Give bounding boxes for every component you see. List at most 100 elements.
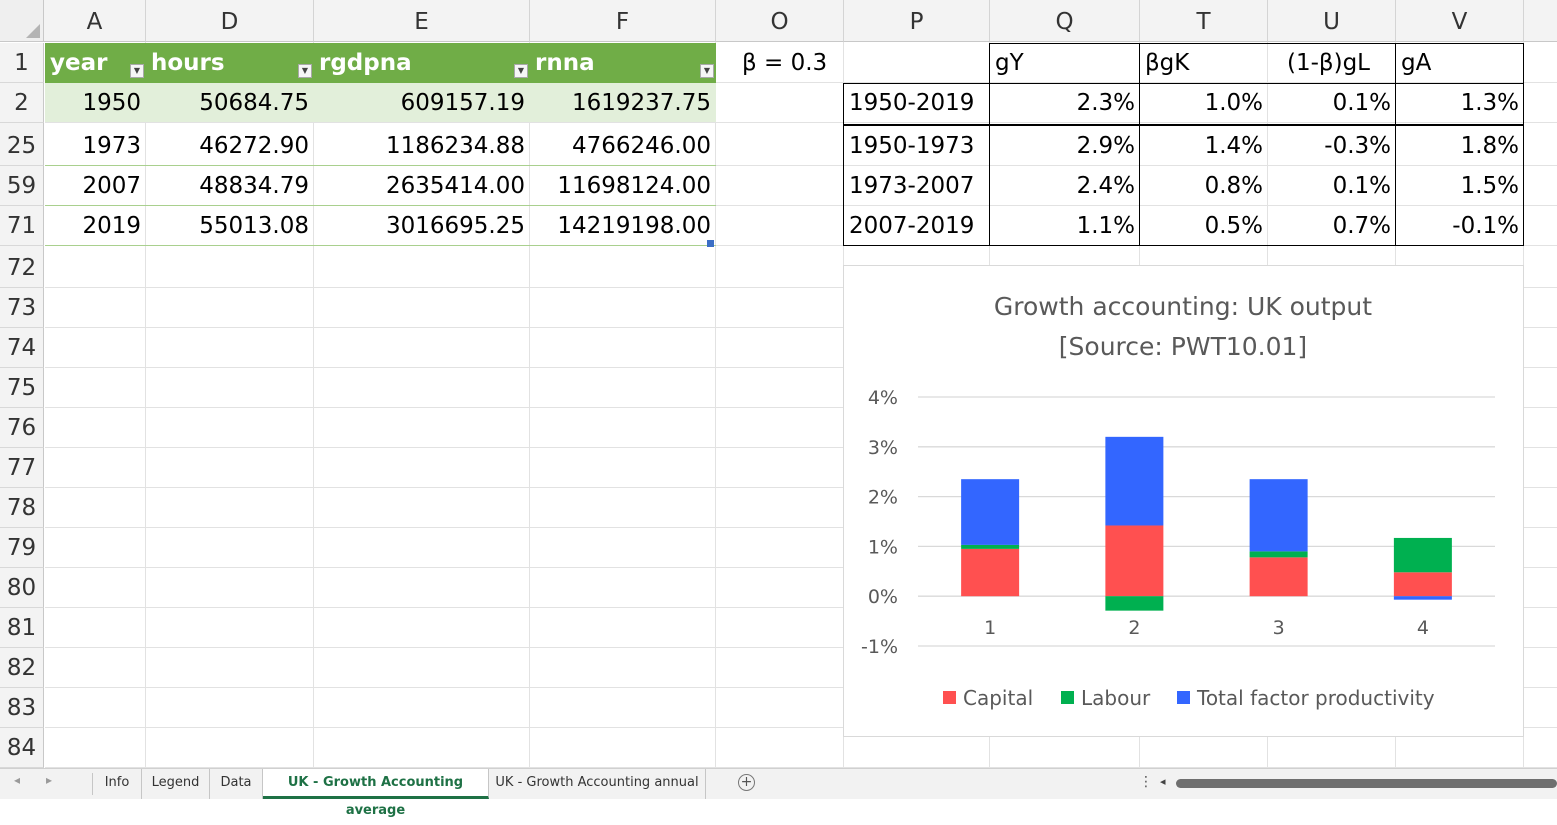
column-header-f[interactable]: F xyxy=(530,0,716,42)
growth-cell[interactable]: 0.1% xyxy=(1332,173,1391,199)
growth-cell[interactable]: 2.9% xyxy=(1076,133,1135,159)
table-cell[interactable]: 2635414.00 xyxy=(385,173,525,199)
filter-dropdown-icon[interactable]: ▼ xyxy=(298,64,312,78)
row-header[interactable]: 82 xyxy=(0,648,44,688)
growth-cell[interactable]: -0.3% xyxy=(1324,133,1391,159)
table-header-year[interactable]: year ▼ xyxy=(45,43,146,83)
table-cell[interactable]: 2007 xyxy=(82,173,141,199)
tab-uk-growth-accounting-average[interactable]: UK - Growth Accounting average xyxy=(263,769,489,818)
add-sheet-icon[interactable]: + xyxy=(738,774,755,791)
chart-bar-segment[interactable] xyxy=(1105,436,1164,526)
chart-bar-segment[interactable] xyxy=(961,544,1020,549)
row-header[interactable]: 83 xyxy=(0,688,44,728)
row-header[interactable]: 72 xyxy=(0,246,44,288)
growth-period[interactable]: 1973-2007 xyxy=(849,173,975,199)
growth-cell[interactable]: 0.7% xyxy=(1332,213,1391,239)
column-header-next[interactable] xyxy=(1524,0,1557,42)
table-cell[interactable]: 1973 xyxy=(82,133,141,159)
row-header[interactable]: 84 xyxy=(0,728,44,768)
growth-cell[interactable]: 2.3% xyxy=(1076,90,1135,116)
growth-cell[interactable]: 0.8% xyxy=(1204,173,1263,199)
beta-label[interactable]: β = 0.3 xyxy=(742,50,828,76)
scroll-left-arrow-icon[interactable]: ◂ xyxy=(1160,775,1166,788)
column-header-o[interactable]: O xyxy=(716,0,844,42)
chart-bar-segment[interactable] xyxy=(961,548,1020,597)
table-cell[interactable]: 1186234.88 xyxy=(385,133,525,159)
tab-info[interactable]: Info xyxy=(93,769,142,799)
growth-period[interactable]: 1950-1973 xyxy=(849,133,975,159)
table-cell[interactable]: 3016695.25 xyxy=(385,213,525,239)
row-header[interactable]: 81 xyxy=(0,608,44,648)
row-header[interactable]: 73 xyxy=(0,288,44,328)
table-cell[interactable]: 4766246.00 xyxy=(571,133,711,159)
row-header[interactable]: 59 xyxy=(0,166,44,206)
table-cell[interactable]: 11698124.00 xyxy=(557,173,711,199)
table-cell[interactable]: 1950 xyxy=(82,90,141,116)
column-header-q[interactable]: Q xyxy=(990,0,1140,42)
filter-dropdown-icon[interactable]: ▼ xyxy=(514,64,528,78)
row-header[interactable]: 2 xyxy=(0,83,44,123)
table-cell[interactable]: 50684.75 xyxy=(199,90,309,116)
growth-cell[interactable]: 1.5% xyxy=(1460,173,1519,199)
growth-header-bgk[interactable]: βgK xyxy=(1145,50,1190,76)
spreadsheet-grid[interactable]: A D E F O P Q T U V 1 2 25 59 71 72 73 7… xyxy=(0,0,1557,768)
row-header[interactable]: 71 xyxy=(0,206,44,246)
next-sheet-arrow-icon[interactable]: ▸ xyxy=(46,773,53,787)
chart-bar-segment[interactable] xyxy=(1105,525,1164,597)
growth-cell[interactable]: 1.0% xyxy=(1204,90,1263,116)
select-all-corner[interactable] xyxy=(0,0,44,42)
row-header[interactable]: 78 xyxy=(0,488,44,528)
table-header-hours[interactable]: hours ▼ xyxy=(146,43,314,83)
column-header-d[interactable]: D xyxy=(146,0,314,42)
table-cell[interactable]: 2019 xyxy=(82,213,141,239)
table-cell[interactable]: 1619237.75 xyxy=(571,90,711,116)
filter-dropdown-icon[interactable]: ▼ xyxy=(700,64,714,78)
column-header-e[interactable]: E xyxy=(314,0,530,42)
row-header[interactable]: 77 xyxy=(0,448,44,488)
more-options-icon[interactable]: ⋮ xyxy=(1139,774,1153,790)
chart-bar-segment[interactable] xyxy=(1393,537,1452,573)
filter-dropdown-icon[interactable]: ▼ xyxy=(130,64,144,78)
prev-sheet-arrow-icon[interactable]: ◂ xyxy=(14,773,21,787)
row-header[interactable]: 79 xyxy=(0,528,44,568)
row-header[interactable]: 75 xyxy=(0,368,44,408)
growth-cell[interactable]: 0.1% xyxy=(1332,90,1391,116)
chart-bar-segment[interactable] xyxy=(1249,551,1308,558)
chart-bar-segment[interactable] xyxy=(961,479,1020,545)
table-cell[interactable]: 14219198.00 xyxy=(557,213,711,239)
growth-period[interactable]: 1950-2019 xyxy=(849,90,975,116)
growth-header-gy[interactable]: gY xyxy=(995,50,1024,76)
tab-legend[interactable]: Legend xyxy=(142,769,210,799)
growth-header-ga[interactable]: gA xyxy=(1401,50,1432,76)
row-header[interactable]: 80 xyxy=(0,568,44,608)
column-header-v[interactable]: V xyxy=(1396,0,1524,42)
column-header-t[interactable]: T xyxy=(1140,0,1268,42)
table-cell[interactable]: 46272.90 xyxy=(199,133,309,159)
column-header-p[interactable]: P xyxy=(844,0,990,42)
table-cell[interactable]: 609157.19 xyxy=(400,90,525,116)
chart-bar-segment[interactable] xyxy=(1249,557,1308,597)
table-cell[interactable]: 48834.79 xyxy=(199,173,309,199)
chart-bar-segment[interactable] xyxy=(1105,596,1164,611)
growth-header-gl[interactable]: (1-β)gL xyxy=(1287,50,1370,76)
row-header[interactable]: 25 xyxy=(0,123,44,166)
chart-bar-segment[interactable] xyxy=(1393,572,1452,597)
growth-cell[interactable]: 1.8% xyxy=(1460,133,1519,159)
growth-cell[interactable]: 1.3% xyxy=(1460,90,1519,116)
table-header-rgdpna[interactable]: rgdpna ▼ xyxy=(314,43,530,83)
tab-uk-growth-accounting-annual[interactable]: UK - Growth Accounting annual xyxy=(489,769,706,799)
growth-cell[interactable]: -0.1% xyxy=(1452,213,1519,239)
tab-data[interactable]: Data xyxy=(210,769,263,799)
table-header-rnna[interactable]: rnna ▼ xyxy=(530,43,716,83)
growth-cell[interactable]: 2.4% xyxy=(1076,173,1135,199)
column-header-u[interactable]: U xyxy=(1268,0,1396,42)
table-cell[interactable]: 55013.08 xyxy=(199,213,309,239)
column-header-a[interactable]: A xyxy=(44,0,146,42)
growth-accounting-chart[interactable]: Growth accounting: UK output [Source: PW… xyxy=(843,265,1524,737)
chart-bar-segment[interactable] xyxy=(1393,596,1452,600)
row-header[interactable]: 1 xyxy=(0,43,44,83)
growth-period[interactable]: 2007-2019 xyxy=(849,213,975,239)
horizontal-scrollbar[interactable] xyxy=(1176,779,1557,788)
chart-bar-segment[interactable] xyxy=(1249,479,1308,552)
row-header[interactable]: 76 xyxy=(0,408,44,448)
